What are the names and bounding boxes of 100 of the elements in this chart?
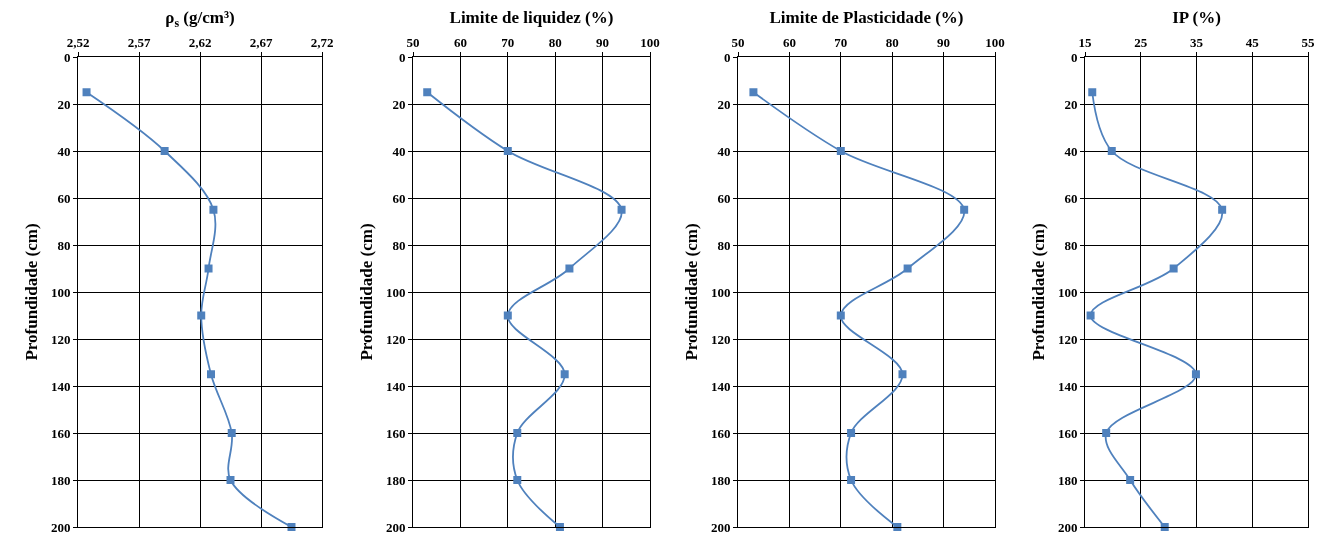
y-tick-label: 140 bbox=[1057, 378, 1078, 394]
point bbox=[1218, 205, 1227, 214]
x-tick-label: 2,57 bbox=[127, 34, 151, 50]
x-axis-title: IP (%) bbox=[1172, 8, 1221, 28]
y-tick-label: 160 bbox=[50, 425, 71, 441]
point bbox=[1088, 88, 1097, 97]
y-tick-label: 60 bbox=[717, 190, 731, 206]
y-tick-label: 120 bbox=[710, 331, 731, 347]
y-tick-label: 20 bbox=[57, 96, 71, 112]
x-axis-title: ρ$_{s}$ (g/cm³) bbox=[165, 8, 235, 30]
point bbox=[1169, 264, 1178, 273]
x-tick-label: 100 bbox=[985, 34, 1005, 50]
x-tick-label: 55 bbox=[1301, 34, 1315, 50]
point bbox=[560, 370, 569, 379]
y-tick-label: 140 bbox=[385, 378, 406, 394]
point bbox=[836, 147, 845, 155]
point bbox=[226, 476, 235, 484]
y-tick-label: 180 bbox=[50, 472, 71, 488]
x-tick-label: 70 bbox=[834, 34, 848, 50]
x-axis-title: Limite de Plasticidade (%) bbox=[769, 8, 964, 28]
y-tick-label: 0 bbox=[1070, 49, 1078, 65]
y-tick-label: 180 bbox=[385, 472, 406, 488]
point bbox=[836, 311, 845, 320]
point bbox=[197, 311, 206, 320]
y-tick-label: 140 bbox=[50, 378, 71, 394]
y-tick-label: 80 bbox=[392, 237, 406, 253]
x-tick-label: 60 bbox=[782, 34, 796, 50]
y-axis-title: Profundidade (cm) bbox=[1029, 223, 1049, 361]
point bbox=[1102, 429, 1111, 437]
x-tick-label: 50 bbox=[731, 34, 745, 50]
x-tick-label: 35 bbox=[1190, 34, 1204, 50]
y-tick-label: 0 bbox=[723, 49, 731, 65]
y-tick-label: 200 bbox=[1057, 519, 1078, 535]
x-tick-label: 60 bbox=[453, 34, 467, 50]
y-tick-label: 160 bbox=[1057, 425, 1078, 441]
point bbox=[1107, 147, 1116, 155]
y-tick-label: 60 bbox=[57, 190, 71, 206]
y-tick-label: 160 bbox=[710, 425, 731, 441]
point bbox=[503, 147, 512, 155]
point bbox=[227, 429, 236, 437]
y-tick-label: 40 bbox=[717, 143, 731, 159]
point bbox=[903, 264, 912, 273]
y-tick-label: 180 bbox=[710, 472, 731, 488]
x-axis-title: Limite de liquidez (%) bbox=[449, 8, 614, 28]
y-tick-label: 20 bbox=[717, 96, 731, 112]
point bbox=[423, 88, 432, 97]
y-tick-label: 20 bbox=[392, 96, 406, 112]
x-tick-label: 70 bbox=[501, 34, 515, 50]
point bbox=[160, 147, 169, 155]
point bbox=[503, 311, 512, 320]
y-tick-label: 40 bbox=[1064, 143, 1078, 159]
point bbox=[206, 370, 215, 379]
y-tick-label: 120 bbox=[1057, 331, 1078, 347]
y-tick-label: 0 bbox=[398, 49, 406, 65]
point bbox=[898, 370, 907, 379]
x-tick-label: 100 bbox=[640, 34, 660, 50]
point bbox=[847, 476, 856, 484]
y-tick-label: 20 bbox=[1064, 96, 1078, 112]
point bbox=[1191, 370, 1200, 379]
x-tick-label: 90 bbox=[937, 34, 951, 50]
point bbox=[565, 264, 574, 273]
point bbox=[209, 205, 218, 214]
point bbox=[513, 476, 522, 484]
x-tick-label: 15 bbox=[1078, 34, 1092, 50]
y-tick-label: 40 bbox=[392, 143, 406, 159]
point bbox=[1126, 476, 1135, 484]
x-tick-label: 80 bbox=[548, 34, 562, 50]
y-tick-label: 100 bbox=[50, 284, 71, 300]
y-tick-label: 60 bbox=[392, 190, 406, 206]
y-tick-label: 200 bbox=[710, 519, 731, 535]
y-tick-label: 80 bbox=[1064, 237, 1078, 253]
y-tick-label: 180 bbox=[1057, 472, 1078, 488]
y-tick-label: 0 bbox=[63, 49, 71, 65]
y-tick-label: 200 bbox=[385, 519, 406, 535]
y-tick-label: 100 bbox=[710, 284, 731, 300]
x-tick-label: 2,72 bbox=[310, 34, 334, 50]
x-tick-label: 2,52 bbox=[66, 34, 90, 50]
x-tick-label: 45 bbox=[1245, 34, 1260, 50]
x-tick-label: 2,62 bbox=[188, 34, 212, 50]
y-axis-title: Profundidade (cm) bbox=[682, 223, 702, 361]
y-tick-label: 80 bbox=[717, 237, 731, 253]
point bbox=[960, 205, 969, 214]
y-axis-title: Profundidade (cm) bbox=[22, 223, 42, 361]
point bbox=[1086, 311, 1095, 320]
point bbox=[617, 205, 626, 214]
y-tick-label: 120 bbox=[385, 331, 406, 347]
point bbox=[513, 429, 522, 437]
y-tick-label: 40 bbox=[57, 143, 71, 159]
y-tick-label: 160 bbox=[385, 425, 406, 441]
point bbox=[204, 264, 213, 273]
point bbox=[82, 88, 91, 97]
y-tick-label: 100 bbox=[1057, 284, 1078, 300]
y-tick-label: 140 bbox=[710, 378, 731, 394]
x-tick-label: 2,67 bbox=[249, 34, 273, 50]
point bbox=[847, 429, 856, 437]
y-tick-label: 80 bbox=[57, 237, 71, 253]
y-tick-label: 200 bbox=[50, 519, 71, 535]
y-tick-label: 120 bbox=[50, 331, 71, 347]
x-tick-label: 25 bbox=[1134, 34, 1148, 50]
x-tick-label: 90 bbox=[596, 34, 610, 50]
